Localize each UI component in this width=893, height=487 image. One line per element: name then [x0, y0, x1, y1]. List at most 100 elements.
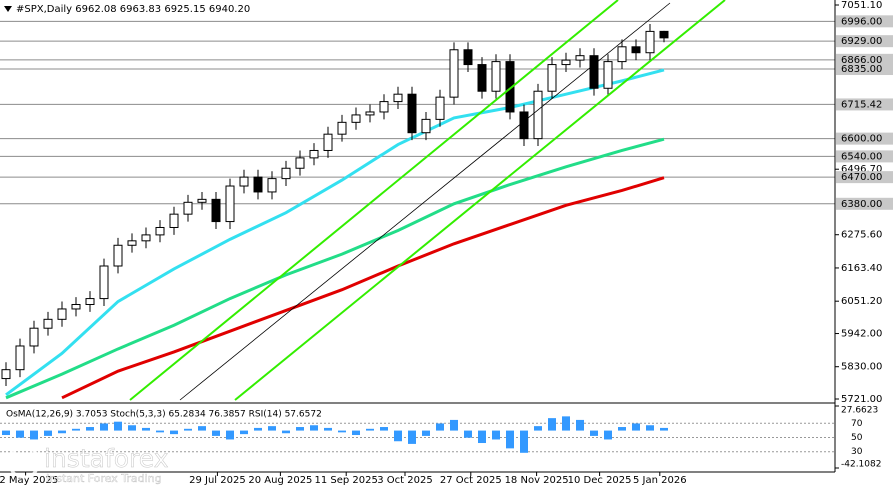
level-box	[836, 53, 893, 66]
y-tick-label: 6163.40	[841, 263, 882, 274]
osma-bar	[646, 425, 654, 431]
osma-bar	[590, 430, 598, 436]
candle-body	[183, 201, 193, 215]
x-tick-label: 27 Oct 2025	[440, 475, 502, 486]
y-tick-label: 5942.00	[841, 329, 882, 340]
osma-bar	[240, 430, 248, 435]
candle-body	[71, 304, 81, 310]
osma-bar	[660, 427, 668, 431]
osma-bar	[338, 430, 346, 433]
candle-body	[561, 59, 571, 66]
osma-bar	[604, 430, 612, 440]
osma-bar	[548, 418, 556, 431]
level-box	[836, 132, 893, 145]
osma-bar	[198, 426, 206, 431]
level-box	[836, 197, 893, 210]
candle-body	[211, 198, 221, 223]
menu-triangle	[4, 6, 12, 12]
osma-bar	[310, 425, 318, 431]
candle-body	[379, 101, 389, 113]
candle-body	[127, 240, 137, 246]
logo-name: instaforex	[44, 444, 169, 473]
trend-line	[179, 2, 671, 401]
candle-body	[267, 178, 277, 193]
candle-body	[113, 244, 123, 267]
logo-icon-core	[18, 456, 30, 468]
candle-body	[659, 30, 669, 39]
candle-body	[603, 61, 613, 89]
x-tick-label: 20 Aug 2025	[248, 475, 312, 486]
candle-body	[407, 93, 417, 134]
osma-bar	[352, 430, 360, 436]
osma-bar	[170, 430, 178, 435]
candle-body	[281, 167, 291, 180]
candle-body	[645, 30, 655, 54]
channel-line	[129, 0, 619, 401]
candle-body	[295, 157, 305, 169]
osma-bar	[450, 419, 458, 431]
osma-bar	[520, 430, 528, 453]
x-tick-label: 5 Jan 2026	[633, 475, 687, 486]
osma-bar	[86, 427, 94, 431]
x-tick-label: 22 May 2025	[0, 475, 58, 486]
candle-body	[169, 213, 179, 228]
x-tick-label: 11 Sep 2025	[315, 475, 378, 486]
plot-area	[0, 20, 835, 453]
osma-bar	[44, 430, 52, 436]
osma-bar	[408, 430, 416, 444]
candle-body	[99, 265, 109, 300]
osma-bar	[100, 423, 108, 431]
candle-body	[309, 149, 319, 159]
candle-body	[589, 55, 599, 89]
x-tick-label: 10 Dec 2025	[568, 475, 632, 486]
osma-bar	[254, 427, 262, 431]
candle-body	[15, 345, 25, 371]
candle-body	[85, 298, 95, 306]
y-tick-label: 5721.00	[841, 394, 882, 405]
candle-body	[393, 93, 403, 103]
candle-body	[1, 369, 11, 380]
logo: instaforex Instant Forex Trading	[7, 444, 169, 485]
osma-bar	[212, 430, 220, 436]
osma-bar	[226, 430, 234, 440]
candle-body	[197, 198, 207, 203]
candle-body	[421, 118, 431, 134]
candle-body	[155, 226, 165, 236]
osma-bar	[492, 430, 500, 440]
osma-bar	[268, 426, 276, 431]
indicator-label: OsMA(12,26,9) 3.7053 Stoch(5,3,3) 65.283…	[6, 410, 322, 420]
osma-bar	[632, 423, 640, 431]
level-label: 6835.00	[841, 64, 882, 75]
osma-bar	[464, 430, 472, 438]
moving-average	[5, 137, 665, 400]
osma-bar	[296, 427, 304, 431]
osma-bar	[380, 427, 388, 431]
candle-body	[323, 133, 333, 151]
level-label: 6929.00	[841, 36, 882, 47]
level-label: 6380.00	[841, 199, 882, 210]
osma-bar	[534, 426, 542, 431]
logo-icon	[7, 445, 41, 479]
candle-body	[337, 121, 347, 135]
osma-bar	[576, 419, 584, 431]
y-tick-label: 6496.70	[841, 164, 882, 175]
osma-bar	[506, 430, 514, 449]
indicator-tick-label: -42.1082	[841, 460, 881, 470]
osma-bar	[16, 430, 24, 438]
osma-bar	[30, 430, 38, 440]
y-tick-label: 5830.00	[841, 362, 882, 373]
osma-bar	[394, 430, 402, 442]
level-box	[836, 171, 893, 184]
y-tick-label: 7051.10	[841, 0, 882, 11]
candle-body	[365, 111, 375, 116]
level-box	[836, 15, 893, 28]
chart-header: #SPX,Daily 6962.08 6963.83 6925.15 6940.…	[16, 4, 250, 15]
level-label: 6996.00	[841, 16, 882, 27]
y-tick-label: 6051.20	[841, 296, 882, 307]
candle-body	[253, 176, 263, 193]
candle-body	[351, 114, 361, 123]
logo-tagline: Instant Forex Trading	[46, 472, 162, 485]
level-label: 6600.00	[841, 134, 882, 145]
